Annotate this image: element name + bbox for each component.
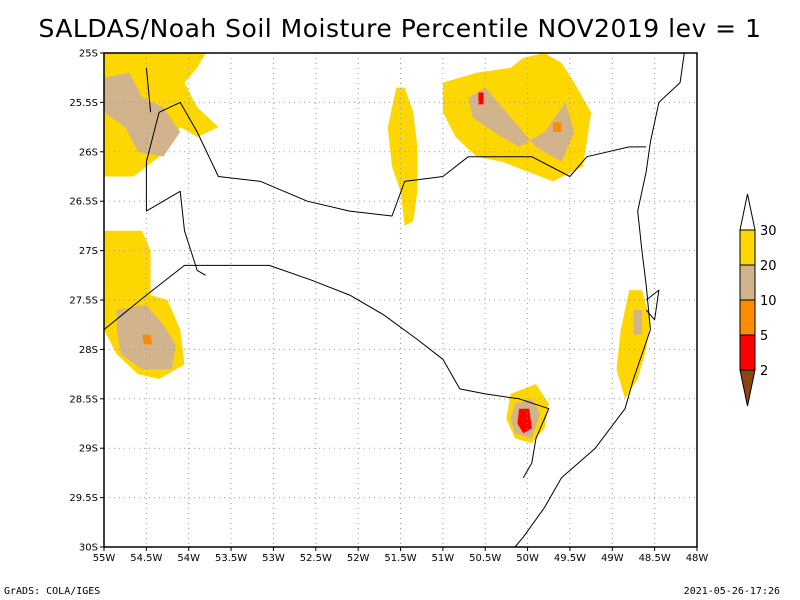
x-tick-label: 52W xyxy=(347,553,370,564)
y-tick-label: 26.5S xyxy=(69,197,98,208)
y-tick-labels: 25S 25.5S 26S 26.5S 27S 27.5S 28S 28.5S 29S 29.5S… xyxy=(69,49,104,554)
x-tick-label: 54.5W xyxy=(130,553,162,564)
colorbar-swatch xyxy=(739,229,756,266)
shaded-region-yellow xyxy=(616,290,651,399)
y-tick-label: 28.5S xyxy=(69,394,98,405)
x-tick-label: 51.5W xyxy=(384,553,416,564)
y-tick-label: 30S xyxy=(79,543,98,554)
x-tick-label: 50W xyxy=(516,553,539,564)
shaded-region-tan xyxy=(468,87,575,162)
y-tick-label: 27S xyxy=(79,246,98,257)
boundary-state xyxy=(104,264,550,479)
boundary-state xyxy=(158,101,647,217)
colorbar: 30 20 10 5 2 xyxy=(739,193,777,407)
footer-timestamp: 2021-05-26-17:26 xyxy=(683,586,780,597)
boundary-lines xyxy=(104,53,685,547)
x-tick-label: 49W xyxy=(601,553,624,564)
x-tick-label: 55W xyxy=(93,553,116,564)
x-tick-label: 51W xyxy=(432,553,455,564)
shaded-region-red xyxy=(478,92,484,105)
x-tick-labels: 55W 54.5W 54W 53.5W 53W 52.5W 52W 51.5W 51W 50.5W… xyxy=(93,547,709,564)
y-tick-label: 27.5S xyxy=(69,296,98,307)
y-tick-label: 26S xyxy=(79,147,98,158)
x-tick-label: 50.5W xyxy=(469,553,501,564)
colorbar-level-label: 30 xyxy=(760,224,777,239)
colorbar-level-label: 2 xyxy=(760,364,768,379)
colorbar-level-label: 10 xyxy=(760,294,777,309)
x-tick-label: 49.5W xyxy=(554,553,586,564)
y-tick-label: 25.5S xyxy=(69,98,98,109)
boundary-lagoon xyxy=(645,289,660,321)
colorbar-top-arrow xyxy=(739,193,756,231)
shaded-regions xyxy=(104,53,651,444)
map-title: SALDAS/Noah Soil Moisture Percentile NOV… xyxy=(38,14,762,43)
colorbar-swatch xyxy=(739,334,756,371)
shaded-region-orange xyxy=(142,334,153,345)
shaded-region-tan xyxy=(633,309,642,335)
shaded-region-yellow xyxy=(387,87,418,226)
colorbar-level-label: 5 xyxy=(760,329,768,344)
y-tick-label: 29.5S xyxy=(69,493,98,504)
x-tick-label: 53.5W xyxy=(215,553,247,564)
shaded-region-tan xyxy=(104,72,181,157)
colorbar-swatch xyxy=(739,264,756,301)
colorbar-level-label: 20 xyxy=(760,259,777,274)
x-tick-label: 53W xyxy=(262,553,285,564)
boundary-coast xyxy=(514,53,685,547)
shaded-region-red xyxy=(517,408,532,434)
shaded-region-orange xyxy=(553,122,562,132)
x-tick-label: 48W xyxy=(686,553,709,564)
boundary-country xyxy=(145,112,206,276)
colorbar-bottom-arrow xyxy=(739,369,756,407)
x-tick-label: 52.5W xyxy=(300,553,332,564)
footer-software-credit: GrADS: COLA/IGES xyxy=(4,586,101,597)
colorbar-swatch xyxy=(739,299,756,336)
y-tick-label: 25S xyxy=(79,49,98,60)
boundary-country xyxy=(145,67,152,113)
x-tick-label: 54W xyxy=(177,553,200,564)
y-tick-label: 29S xyxy=(79,444,98,455)
y-tick-label: 28S xyxy=(79,345,98,356)
x-tick-label: 48.5W xyxy=(639,553,671,564)
